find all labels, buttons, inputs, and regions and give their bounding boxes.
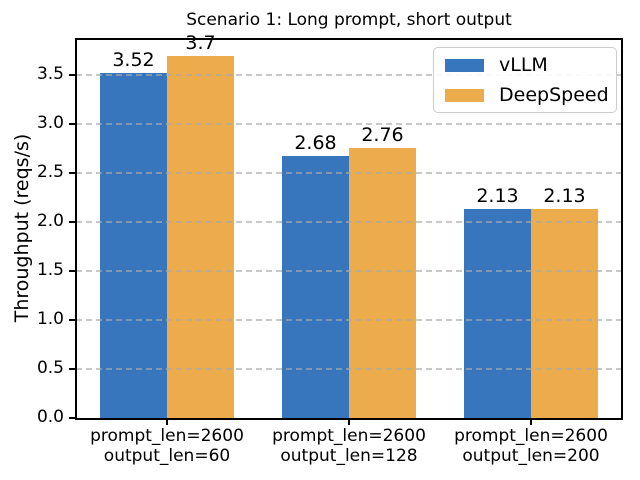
- legend-item-deepspeed: DeepSpeed: [445, 84, 609, 106]
- legend-label: DeepSpeed: [499, 84, 609, 106]
- y-tick-label: 0.0: [36, 407, 64, 427]
- bar-vllm-group1: [100, 73, 167, 418]
- bar-value-label: 2.68: [294, 131, 337, 154]
- legend-item-vllm: vLLM: [445, 54, 606, 76]
- y-tick-mark: [69, 417, 76, 419]
- bar-value-label: 3.52: [112, 49, 155, 72]
- y-tick-mark: [69, 74, 76, 77]
- bar-vllm-group2: [282, 155, 349, 418]
- bar-deepspeed-group1: [167, 55, 234, 418]
- bar-deepspeed-group3: [531, 209, 598, 418]
- x-tick-mark: [166, 418, 168, 425]
- y-tick-mark: [69, 319, 76, 322]
- chart-title: Scenario 1: Long prompt, short output: [186, 10, 512, 30]
- y-tick-label: 3.0: [36, 113, 64, 134]
- bar-vllm-group3: [464, 209, 531, 418]
- y-tick-label: 2.0: [36, 211, 64, 232]
- bar-deepspeed-group2: [349, 147, 416, 418]
- y-tick-label: 1.0: [36, 309, 64, 330]
- legend-swatch-deepspeed: [445, 88, 484, 102]
- y-tick-mark: [69, 368, 76, 371]
- legend-swatch-vllm: [445, 58, 484, 72]
- y-tick-label: 3.5: [36, 64, 64, 85]
- x-tick-mark: [348, 418, 350, 425]
- x-tick-mark: [530, 418, 532, 425]
- legend-label: vLLM: [499, 54, 548, 76]
- y-tick-mark: [69, 221, 76, 224]
- y-tick-mark: [69, 123, 76, 126]
- bar-value-label: 2.13: [543, 185, 586, 208]
- x-tick-label: prompt_len=2600 output_len=60: [90, 426, 244, 467]
- y-tick-label: 2.5: [36, 162, 64, 183]
- bar-value-label: 3.7: [185, 31, 216, 54]
- y-tick-mark: [69, 270, 76, 273]
- x-tick-label: prompt_len=2600 output_len=128: [272, 426, 426, 467]
- y-tick-label: 1.5: [36, 260, 64, 281]
- y-tick-mark: [69, 172, 76, 175]
- x-tick-label: prompt_len=2600 output_len=200: [454, 426, 608, 467]
- bar-value-label: 2.76: [361, 123, 404, 146]
- legend: vLLM DeepSpeed: [433, 47, 617, 113]
- y-tick-label: 0.5: [36, 358, 64, 379]
- bar-value-label: 2.13: [476, 185, 519, 208]
